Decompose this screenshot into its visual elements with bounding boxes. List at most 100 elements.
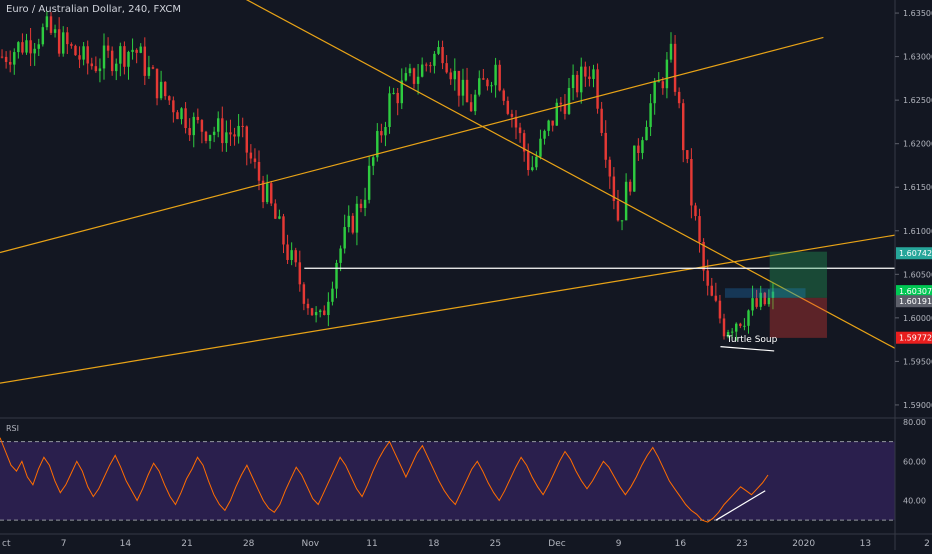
candle-body: [567, 88, 571, 114]
candle-body: [465, 79, 469, 103]
candle-body: [367, 165, 371, 200]
time-tick-label: 23: [736, 539, 747, 549]
time-tick-label: 9: [616, 539, 622, 549]
candle-body: [253, 158, 257, 162]
candle-body: [188, 128, 191, 136]
candle-body: [686, 150, 689, 160]
candles-layer: [0, 10, 775, 341]
candle-body: [682, 103, 685, 151]
candle-body: [131, 49, 134, 52]
candle-body: [282, 216, 285, 245]
candle-body: [343, 227, 346, 249]
candle-body: [726, 332, 730, 337]
candle-body: [494, 64, 497, 86]
candle-body: [522, 133, 526, 152]
candle-body: [661, 81, 665, 89]
candle-body: [722, 318, 726, 337]
candle-body: [327, 301, 330, 316]
rsi-tick-label: 80.00: [903, 418, 926, 427]
candle-body: [604, 132, 607, 160]
candle-body: [135, 49, 138, 53]
candle-body: [690, 159, 693, 206]
candle-body: [115, 63, 118, 72]
time-tick-label: 7: [61, 539, 67, 549]
candle-body: [233, 134, 236, 137]
candle-body: [204, 131, 208, 141]
candle-body: [49, 16, 53, 33]
candle-body: [551, 120, 554, 126]
candle-body: [212, 131, 216, 136]
candle-body: [127, 51, 130, 67]
candle-body: [318, 310, 322, 313]
candle-body: [404, 73, 408, 81]
price-badge: [896, 285, 932, 298]
candle-body: [208, 135, 212, 141]
candle-body: [172, 100, 175, 113]
candle-body: [584, 66, 587, 77]
candle-body: [274, 203, 277, 219]
candle-body: [677, 91, 681, 104]
candle-body: [673, 43, 677, 92]
candle-body: [449, 72, 452, 80]
candle-body: [612, 176, 616, 201]
price-tick-label: 1.60000: [903, 314, 932, 323]
candle-body: [33, 48, 36, 54]
candle-body: [527, 151, 530, 171]
candle-body: [66, 32, 69, 45]
time-tick-label: 18: [428, 539, 440, 549]
candle-body: [628, 181, 632, 192]
candle-body: [559, 102, 563, 105]
candle-body: [739, 323, 742, 326]
candle-body: [571, 74, 575, 89]
candle-body: [637, 145, 640, 153]
candle-body: [229, 132, 232, 135]
candle-body: [649, 103, 652, 127]
candle-body: [461, 79, 465, 96]
candle-body: [78, 55, 81, 60]
candle-body: [380, 131, 383, 136]
candle-body: [119, 46, 122, 64]
candle-body: [730, 331, 734, 333]
candle-body: [70, 44, 73, 46]
candle-body: [278, 216, 281, 219]
candle-body: [335, 262, 338, 289]
candle-body: [90, 63, 93, 67]
candle-body: [624, 181, 628, 221]
candle-body: [45, 16, 49, 28]
candle-body: [641, 140, 644, 153]
candle-body: [347, 215, 350, 228]
price-tick-label: 1.63000: [903, 53, 932, 62]
candle-body: [74, 45, 77, 56]
candle-body: [751, 298, 754, 311]
candle-body: [580, 66, 583, 93]
candle-body: [392, 92, 395, 94]
candle-body: [261, 180, 265, 203]
candle-body: [237, 125, 240, 137]
candle-body: [518, 127, 522, 134]
price-tick-label: 1.60500: [903, 270, 932, 279]
candle-body: [225, 132, 228, 144]
candle-body: [298, 262, 302, 285]
price-tick-label: 1.61500: [903, 183, 932, 192]
candle-body: [420, 64, 424, 77]
candle-body: [106, 45, 110, 51]
candle-body: [429, 65, 432, 67]
candle-body: [363, 199, 367, 209]
candle-body: [592, 69, 595, 79]
candle-body: [747, 310, 750, 326]
candle-body: [416, 76, 420, 84]
candle-body: [249, 152, 253, 159]
candle-body: [155, 68, 159, 99]
candle-body: [310, 308, 314, 316]
candle-body: [771, 291, 775, 298]
candle-body: [163, 81, 167, 97]
candle-body: [143, 46, 147, 76]
take-profit-zone: [769, 251, 827, 298]
time-tick-label: 25: [490, 539, 501, 549]
candle-body: [217, 118, 220, 132]
candle-body: [433, 53, 436, 66]
candle-body: [294, 250, 297, 263]
candle-body: [388, 93, 391, 127]
candle-body: [506, 100, 510, 114]
